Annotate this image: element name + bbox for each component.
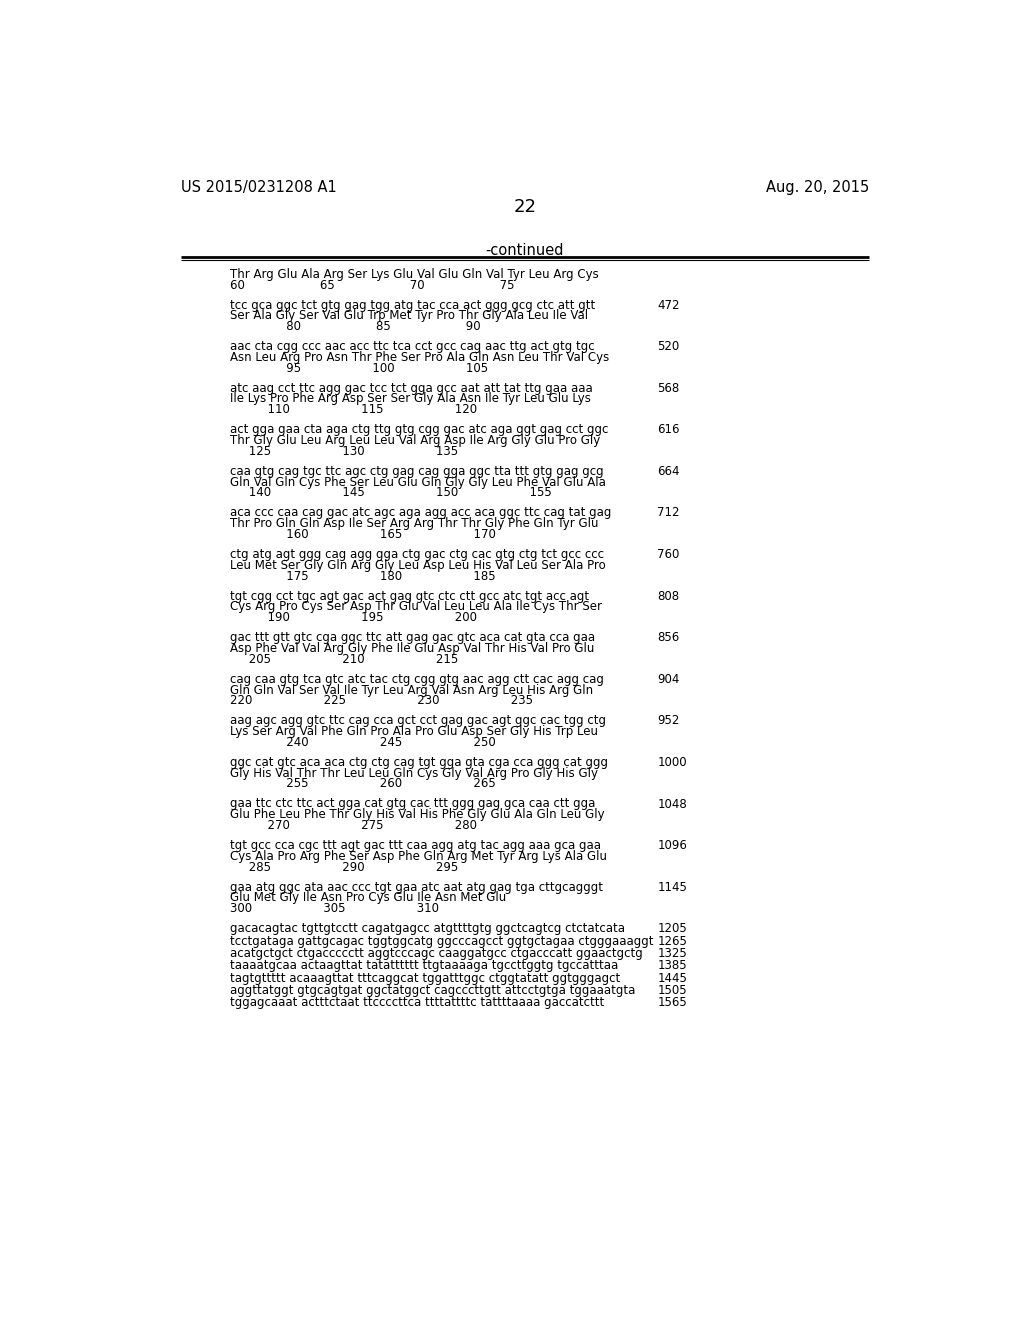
Text: 255                   260                   265: 255 260 265 bbox=[230, 777, 496, 791]
Text: Glu Phe Leu Phe Thr Gly His Val His Phe Gly Glu Ala Gln Leu Gly: Glu Phe Leu Phe Thr Gly His Val His Phe … bbox=[230, 808, 605, 821]
Text: 1265: 1265 bbox=[657, 935, 687, 948]
Text: gaa ttc ctc ttc act gga cat gtg cac ttt ggg gag gca caa ctt gga: gaa ttc ctc ttc act gga cat gtg cac ttt … bbox=[230, 797, 596, 810]
Text: 80                    85                    90: 80 85 90 bbox=[230, 321, 481, 333]
Text: gaa atg ggc ata aac ccc tgt gaa atc aat atg gag tga cttgcagggt: gaa atg ggc ata aac ccc tgt gaa atc aat … bbox=[230, 880, 603, 894]
Text: atc aag cct ttc agg gac tcc tct gga gcc aat att tat ttg gaa aaa: atc aag cct ttc agg gac tcc tct gga gcc … bbox=[230, 381, 593, 395]
Text: 175                   180                   185: 175 180 185 bbox=[230, 570, 496, 582]
Text: 1445: 1445 bbox=[657, 972, 687, 985]
Text: 270                   275                   280: 270 275 280 bbox=[230, 818, 477, 832]
Text: gac ttt gtt gtc cga ggc ttc att gag gac gtc aca cat gta cca gaa: gac ttt gtt gtc cga ggc ttc att gag gac … bbox=[230, 631, 595, 644]
Text: Thr Pro Gln Gln Asp Ile Ser Arg Arg Thr Thr Gly Phe Gln Tyr Glu: Thr Pro Gln Gln Asp Ile Ser Arg Arg Thr … bbox=[230, 517, 599, 531]
Text: -continued: -continued bbox=[485, 243, 564, 259]
Text: Gln Val Gln Cys Phe Ser Leu Glu Gln Gly Gly Leu Phe Val Glu Ala: Gln Val Gln Cys Phe Ser Leu Glu Gln Gly … bbox=[230, 475, 606, 488]
Text: Thr Gly Glu Leu Arg Leu Leu Val Arg Asp Ile Arg Gly Glu Pro Gly: Thr Gly Glu Leu Arg Leu Leu Val Arg Asp … bbox=[230, 434, 600, 447]
Text: 472: 472 bbox=[657, 298, 680, 312]
Text: Asn Leu Arg Pro Asn Thr Phe Ser Pro Ala Gln Asn Leu Thr Val Cys: Asn Leu Arg Pro Asn Thr Phe Ser Pro Ala … bbox=[230, 351, 609, 364]
Text: 760: 760 bbox=[657, 548, 680, 561]
Text: Aug. 20, 2015: Aug. 20, 2015 bbox=[766, 180, 869, 195]
Text: 1565: 1565 bbox=[657, 997, 687, 1010]
Text: cag caa gtg tca gtc atc tac ctg cgg gtg aac agg ctt cac agg cag: cag caa gtg tca gtc atc tac ctg cgg gtg … bbox=[230, 673, 604, 686]
Text: ggc cat gtc aca aca ctg ctg cag tgt gga gta cga cca ggg cat ggg: ggc cat gtc aca aca ctg ctg cag tgt gga … bbox=[230, 756, 608, 770]
Text: 856: 856 bbox=[657, 631, 680, 644]
Text: 1048: 1048 bbox=[657, 797, 687, 810]
Text: 1096: 1096 bbox=[657, 840, 687, 853]
Text: Asp Phe Val Val Arg Gly Phe Ile Glu Asp Val Thr His Val Pro Glu: Asp Phe Val Val Arg Gly Phe Ile Glu Asp … bbox=[230, 642, 595, 655]
Text: 110                   115                   120: 110 115 120 bbox=[230, 404, 477, 416]
Text: 300                   305                   310: 300 305 310 bbox=[230, 903, 439, 915]
Text: act gga gaa cta aga ctg ttg gtg cgg gac atc aga ggt gag cct ggc: act gga gaa cta aga ctg ttg gtg cgg gac … bbox=[230, 424, 608, 437]
Text: Thr Arg Glu Ala Arg Ser Lys Glu Val Glu Gln Val Tyr Leu Arg Cys: Thr Arg Glu Ala Arg Ser Lys Glu Val Glu … bbox=[230, 268, 599, 281]
Text: acatgctgct ctgaccccctt aggtcccagc caaggatgcc ctgacccatt ggaactgctg: acatgctgct ctgaccccctt aggtcccagc caagga… bbox=[230, 946, 643, 960]
Text: 712: 712 bbox=[657, 507, 680, 520]
Text: 205                   210                   215: 205 210 215 bbox=[230, 653, 459, 665]
Text: ctg atg agt ggg cag agg gga ctg gac ctg cac gtg ctg tct gcc ccc: ctg atg agt ggg cag agg gga ctg gac ctg … bbox=[230, 548, 604, 561]
Text: tagtgttttt acaaagttat tttcaggcat tggatttggc ctggtatatt ggtgggagct: tagtgttttt acaaagttat tttcaggcat tggattt… bbox=[230, 972, 621, 985]
Text: 125                   130                   135: 125 130 135 bbox=[230, 445, 459, 458]
Text: 520: 520 bbox=[657, 341, 680, 354]
Text: aca ccc caa cag gac atc agc aga agg acc aca ggc ttc cag tat gag: aca ccc caa cag gac atc agc aga agg acc … bbox=[230, 507, 611, 520]
Text: 95                   100                   105: 95 100 105 bbox=[230, 362, 488, 375]
Text: tgt gcc cca cgc ttt agt gac ttt caa agg atg tac agg aaa gca gaa: tgt gcc cca cgc ttt agt gac ttt caa agg … bbox=[230, 840, 601, 853]
Text: 1000: 1000 bbox=[657, 756, 687, 770]
Text: Gln Gln Val Ser Val Ile Tyr Leu Arg Val Asn Arg Leu His Arg Gln: Gln Gln Val Ser Val Ile Tyr Leu Arg Val … bbox=[230, 684, 594, 697]
Text: 616: 616 bbox=[657, 424, 680, 437]
Text: Cys Arg Pro Cys Ser Asp Thr Glu Val Leu Leu Ala Ile Cys Thr Ser: Cys Arg Pro Cys Ser Asp Thr Glu Val Leu … bbox=[230, 601, 602, 614]
Text: Gly His Val Thr Thr Leu Leu Gln Cys Gly Val Arg Pro Gly His Gly: Gly His Val Thr Thr Leu Leu Gln Cys Gly … bbox=[230, 767, 598, 780]
Text: 60                    65                    70                    75: 60 65 70 75 bbox=[230, 279, 515, 292]
Text: 1325: 1325 bbox=[657, 946, 687, 960]
Text: gacacagtac tgttgtcctt cagatgagcc atgttttgtg ggctcagtcg ctctatcata: gacacagtac tgttgtcctt cagatgagcc atgtttt… bbox=[230, 923, 626, 936]
Text: aag agc agg gtc ttc cag cca gct cct gag gac agt ggc cac tgg ctg: aag agc agg gtc ttc cag cca gct cct gag … bbox=[230, 714, 606, 727]
Text: Cys Ala Pro Arg Phe Ser Asp Phe Gln Arg Met Tyr Arg Lys Ala Glu: Cys Ala Pro Arg Phe Ser Asp Phe Gln Arg … bbox=[230, 850, 607, 863]
Text: tcctgataga gattgcagac tggtggcatg ggcccagcct ggtgctagaa ctgggaaaggt: tcctgataga gattgcagac tggtggcatg ggcccag… bbox=[230, 935, 653, 948]
Text: Ser Ala Gly Ser Val Glu Trp Met Tyr Pro Thr Gly Ala Leu Ile Val: Ser Ala Gly Ser Val Glu Trp Met Tyr Pro … bbox=[230, 309, 589, 322]
Text: 1505: 1505 bbox=[657, 983, 687, 997]
Text: tcc gca ggc tct gtg gag tgg atg tac cca act ggg gcg ctc att gtt: tcc gca ggc tct gtg gag tgg atg tac cca … bbox=[230, 298, 596, 312]
Text: 1145: 1145 bbox=[657, 880, 687, 894]
Text: tggagcaaat actttctaat ttccccttca ttttattttc tattttaaaa gaccatcttt: tggagcaaat actttctaat ttccccttca ttttatt… bbox=[230, 997, 604, 1010]
Text: Ile Lys Pro Phe Arg Asp Ser Ser Gly Ala Asn Ile Tyr Leu Glu Lys: Ile Lys Pro Phe Arg Asp Ser Ser Gly Ala … bbox=[230, 392, 591, 405]
Text: 140                   145                   150                   155: 140 145 150 155 bbox=[230, 487, 552, 499]
Text: Lys Ser Arg Val Phe Gln Pro Ala Pro Glu Asp Ser Gly His Trp Leu: Lys Ser Arg Val Phe Gln Pro Ala Pro Glu … bbox=[230, 725, 598, 738]
Text: taaaatgcaa actaagttat tatatttttt ttgtaaaaga tgccttggtg tgccatttaa: taaaatgcaa actaagttat tatatttttt ttgtaaa… bbox=[230, 960, 618, 973]
Text: Leu Met Ser Gly Gln Arg Gly Leu Asp Leu His Val Leu Ser Ala Pro: Leu Met Ser Gly Gln Arg Gly Leu Asp Leu … bbox=[230, 558, 606, 572]
Text: 240                   245                   250: 240 245 250 bbox=[230, 737, 496, 748]
Text: 808: 808 bbox=[657, 590, 680, 603]
Text: 952: 952 bbox=[657, 714, 680, 727]
Text: tgt cgg cct tgc agt gac act gag gtc ctc ctt gcc atc tgt acc agt: tgt cgg cct tgc agt gac act gag gtc ctc … bbox=[230, 590, 590, 603]
Text: US 2015/0231208 A1: US 2015/0231208 A1 bbox=[180, 180, 337, 195]
Text: 22: 22 bbox=[513, 198, 537, 216]
Text: 160                   165                   170: 160 165 170 bbox=[230, 528, 497, 541]
Text: aac cta cgg ccc aac acc ttc tca cct gcc cag aac ttg act gtg tgc: aac cta cgg ccc aac acc ttc tca cct gcc … bbox=[230, 341, 595, 354]
Text: 190                   195                   200: 190 195 200 bbox=[230, 611, 477, 624]
Text: aggttatggt gtgcagtgat ggctatggct cagcccttgtt attcctgtga tggaaatgta: aggttatggt gtgcagtgat ggctatggct cagccct… bbox=[230, 983, 636, 997]
Text: 220                   225                   230                   235: 220 225 230 235 bbox=[230, 694, 534, 708]
Text: 904: 904 bbox=[657, 673, 680, 686]
Text: 664: 664 bbox=[657, 465, 680, 478]
Text: caa gtg cag tgc ttc agc ctg gag cag gga ggc tta ttt gtg gag gcg: caa gtg cag tgc ttc agc ctg gag cag gga … bbox=[230, 465, 604, 478]
Text: 1385: 1385 bbox=[657, 960, 687, 973]
Text: 568: 568 bbox=[657, 381, 680, 395]
Text: 1205: 1205 bbox=[657, 923, 687, 936]
Text: 285                   290                   295: 285 290 295 bbox=[230, 861, 459, 874]
Text: Glu Met Gly Ile Asn Pro Cys Glu Ile Asn Met Glu: Glu Met Gly Ile Asn Pro Cys Glu Ile Asn … bbox=[230, 891, 507, 904]
